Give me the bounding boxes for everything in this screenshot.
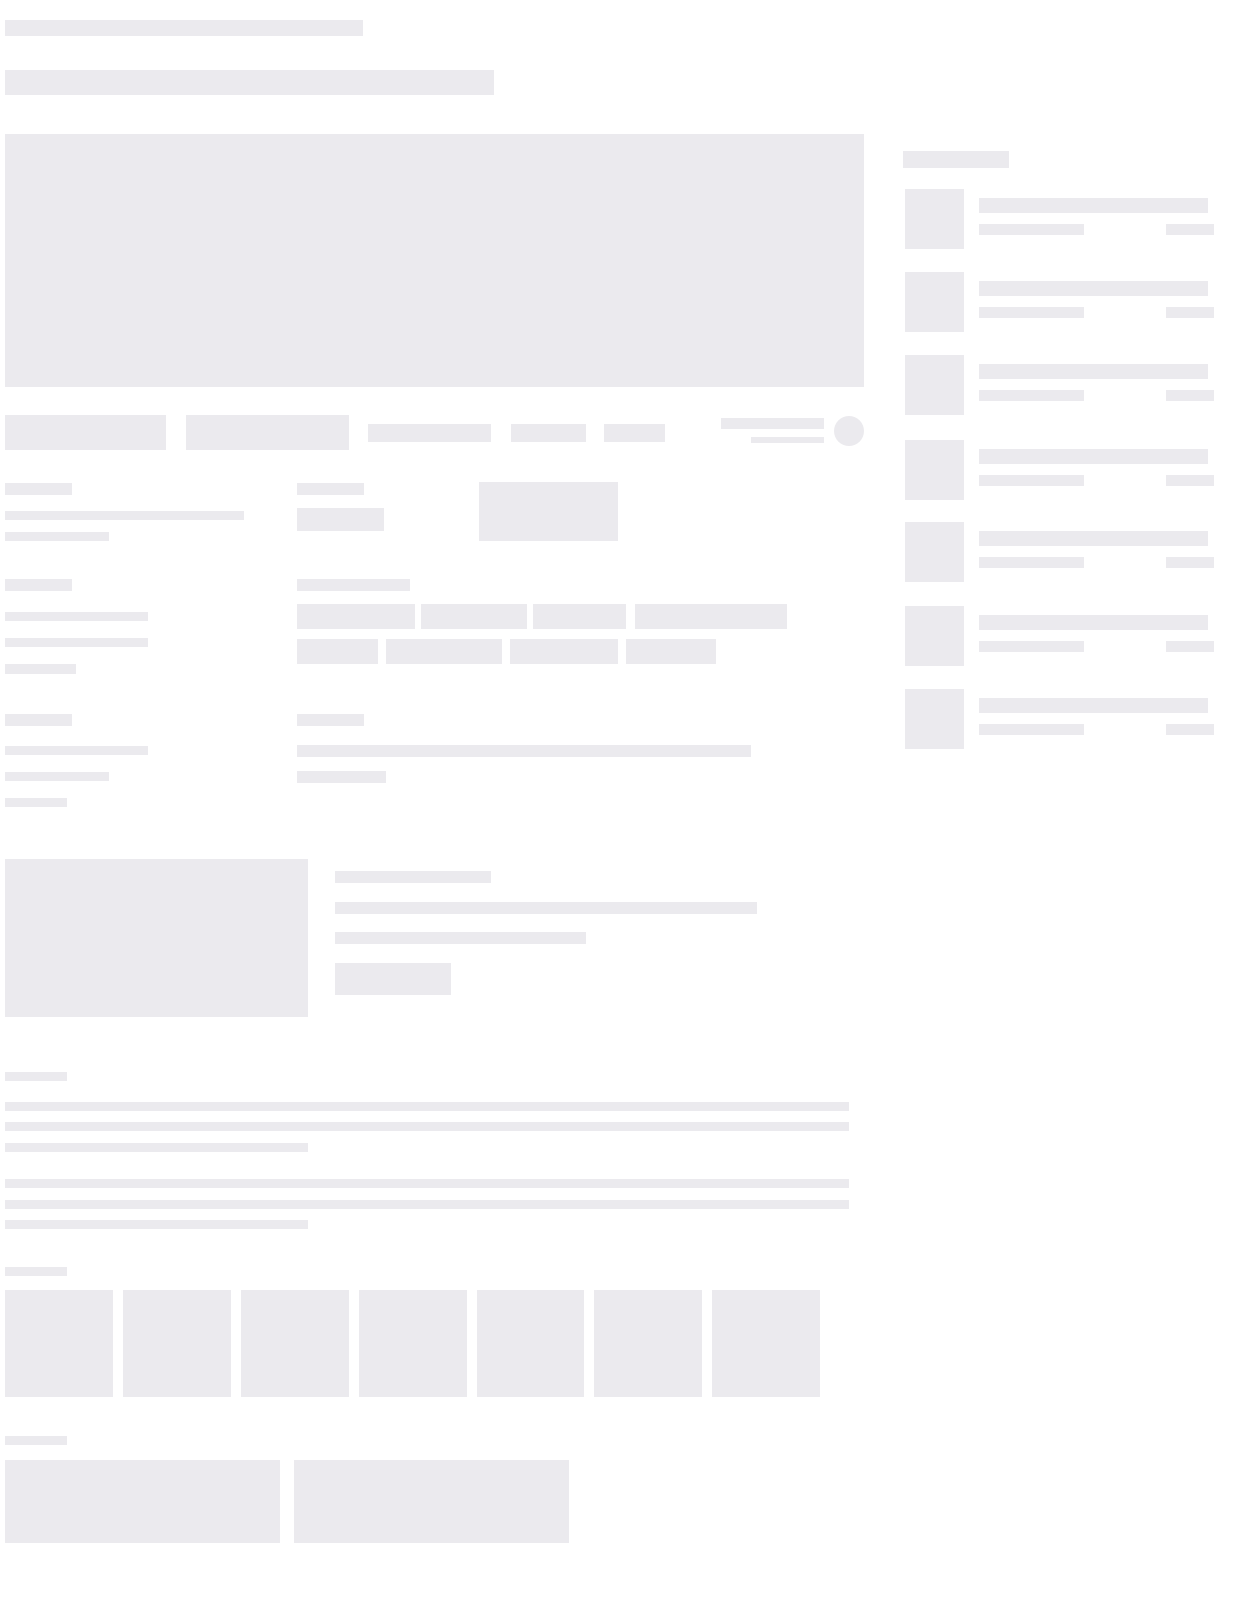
tag-chip-placeholder[interactable] <box>297 604 415 629</box>
sidebar-item-meta-placeholder <box>979 307 1084 318</box>
sidebar-item-title-placeholder <box>979 698 1208 713</box>
sidebar-item-title-placeholder <box>979 449 1208 464</box>
detail-line-placeholder <box>297 745 751 757</box>
gallery-tile-placeholder[interactable] <box>241 1290 349 1397</box>
description-line-placeholder <box>5 1143 308 1152</box>
tags-heading-placeholder <box>297 579 410 591</box>
gallery-tile-placeholder[interactable] <box>477 1290 584 1397</box>
sidebar-item-thumbnail-placeholder[interactable] <box>905 272 964 332</box>
gallery-tile-placeholder[interactable] <box>5 1290 113 1397</box>
description-heading-placeholder <box>5 1072 67 1081</box>
badge-image-placeholder <box>479 482 618 541</box>
related-card-placeholder[interactable] <box>294 1460 569 1543</box>
sidebar-item-thumbnail-placeholder[interactable] <box>905 522 964 582</box>
sidebar-item-price-placeholder <box>1166 390 1214 401</box>
promo-button-placeholder[interactable] <box>335 963 451 995</box>
gallery-tile-placeholder[interactable] <box>359 1290 467 1397</box>
sidebar-item-meta-placeholder <box>979 390 1084 401</box>
detail-heading-placeholder <box>297 714 364 726</box>
detail-line-placeholder <box>5 664 76 674</box>
description-line-placeholder <box>5 1200 849 1209</box>
sidebar-item-price-placeholder <box>1166 475 1214 486</box>
sidebar-item-price-placeholder <box>1166 724 1214 735</box>
primary-button-placeholder[interactable] <box>5 415 166 450</box>
related-heading-placeholder <box>5 1436 67 1445</box>
tag-chip-placeholder[interactable] <box>635 604 787 629</box>
sidebar-item-thumbnail-placeholder[interactable] <box>905 355 964 415</box>
sidebar-item-title-placeholder <box>979 281 1208 296</box>
sidebar-item-title-placeholder <box>979 531 1208 546</box>
description-line-placeholder <box>5 1220 308 1229</box>
promo-line-placeholder <box>335 932 586 944</box>
promo-title-placeholder <box>335 871 491 883</box>
breadcrumb-placeholder <box>5 20 363 36</box>
price-placeholder <box>297 508 384 531</box>
gallery-heading-placeholder <box>5 1267 67 1276</box>
detail-heading-placeholder <box>297 483 364 495</box>
sidebar-item-price-placeholder <box>1166 557 1214 568</box>
tag-chip-placeholder[interactable] <box>421 604 527 629</box>
tag-chip-placeholder[interactable] <box>386 639 502 664</box>
sidebar-item-thumbnail-placeholder[interactable] <box>905 440 964 500</box>
description-line-placeholder <box>5 1179 849 1188</box>
sidebar-item-meta-placeholder <box>979 475 1084 486</box>
detail-line-placeholder <box>5 532 109 541</box>
avatar-placeholder[interactable] <box>834 416 864 446</box>
detail-heading-placeholder <box>5 483 72 495</box>
sidebar-item-price-placeholder <box>1166 307 1214 318</box>
tag-chip-placeholder[interactable] <box>533 604 626 629</box>
sidebar-item-meta-placeholder <box>979 724 1084 735</box>
detail-line-placeholder <box>5 772 109 781</box>
sidebar-item-thumbnail-placeholder[interactable] <box>905 189 964 249</box>
sidebar-heading-placeholder <box>903 151 1009 168</box>
detail-heading-placeholder <box>5 579 72 591</box>
sidebar-item-title-placeholder <box>979 364 1208 379</box>
detail-line-placeholder <box>5 511 244 520</box>
gallery-tile-placeholder[interactable] <box>594 1290 702 1397</box>
related-card-placeholder[interactable] <box>5 1460 280 1543</box>
author-meta-placeholder <box>751 437 824 443</box>
detail-line-placeholder <box>297 771 386 783</box>
gallery-tile-placeholder[interactable] <box>712 1290 820 1397</box>
detail-line-placeholder <box>5 638 148 647</box>
promo-image-placeholder <box>5 859 308 1017</box>
detail-heading-placeholder <box>5 714 72 726</box>
sidebar-item-meta-placeholder <box>979 641 1084 652</box>
description-line-placeholder <box>5 1122 849 1131</box>
sidebar-item-meta-placeholder <box>979 557 1084 568</box>
action-link-placeholder[interactable] <box>604 424 665 442</box>
gallery-tile-placeholder[interactable] <box>123 1290 231 1397</box>
sidebar-item-thumbnail-placeholder[interactable] <box>905 606 964 666</box>
sidebar-item-price-placeholder <box>1166 641 1214 652</box>
author-name-placeholder <box>721 418 824 429</box>
promo-line-placeholder <box>335 902 757 914</box>
description-line-placeholder <box>5 1102 849 1111</box>
action-link-placeholder[interactable] <box>368 424 491 442</box>
sidebar-item-thumbnail-placeholder[interactable] <box>905 689 964 749</box>
tag-chip-placeholder[interactable] <box>297 639 378 664</box>
secondary-button-placeholder[interactable] <box>186 415 349 450</box>
tag-chip-placeholder[interactable] <box>626 639 716 664</box>
sidebar-item-title-placeholder <box>979 198 1208 213</box>
page-title-placeholder <box>5 70 494 95</box>
tag-chip-placeholder[interactable] <box>510 639 618 664</box>
sidebar-item-price-placeholder <box>1166 224 1214 235</box>
sidebar-item-title-placeholder <box>979 615 1208 630</box>
detail-line-placeholder <box>5 798 67 807</box>
detail-line-placeholder <box>5 612 148 621</box>
sidebar-item-meta-placeholder <box>979 224 1084 235</box>
detail-line-placeholder <box>5 746 148 755</box>
hero-media-placeholder <box>5 134 864 387</box>
action-link-placeholder[interactable] <box>511 424 586 442</box>
